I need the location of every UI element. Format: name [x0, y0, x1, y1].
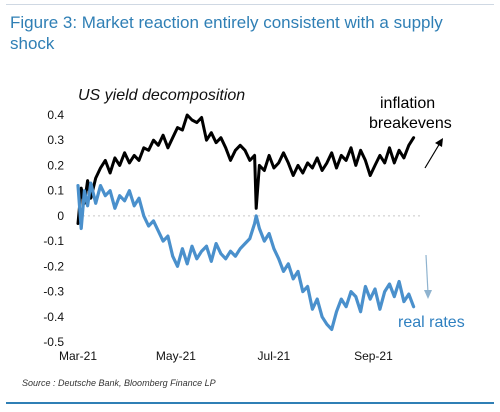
y-tick-label: 0.1 — [47, 184, 64, 198]
x-tick-label: Sep-21 — [354, 349, 393, 363]
y-tick-label: -0.4 — [43, 310, 64, 324]
x-axis: Mar-21 May-21 Jul-21 Sep-21 — [59, 349, 393, 363]
series-line-real-rates — [76, 181, 416, 331]
y-tick-label: -0.2 — [43, 259, 64, 273]
y-tick-label: -0.5 — [43, 335, 64, 349]
x-tick-label: Mar-21 — [59, 349, 97, 363]
series-lines — [76, 113, 416, 331]
y-axis: 0.4 0.3 0.2 0.1 0 -0.1 -0.2 -0.3 -0.4 -0.5 — [43, 108, 64, 349]
y-tick-label: -0.1 — [43, 234, 64, 248]
figure-title: Figure 3: Market reaction entirely consi… — [10, 13, 443, 53]
annotation-breakevens: breakevens — [369, 115, 452, 132]
annotation-inflation: inflation — [380, 95, 435, 112]
figure-frame — [6, 4, 494, 409]
arrow-down-icon — [424, 254, 432, 299]
x-tick-label: May-21 — [156, 349, 196, 363]
y-tick-label: 0.3 — [47, 133, 64, 147]
y-tick-label: 0 — [57, 209, 64, 223]
source-note: Source : Deutsche Bank, Bloomberg Financ… — [22, 378, 216, 388]
x-tick-label: Jul-21 — [258, 349, 291, 363]
y-tick-label: 0.4 — [47, 108, 64, 122]
y-tick-label: -0.3 — [43, 285, 64, 299]
arrow-up-icon — [424, 138, 443, 169]
series-line-breakevens — [76, 113, 416, 225]
annotation-real-rates: real rates — [398, 314, 465, 331]
y-tick-label: 0.2 — [47, 158, 64, 172]
chart-title: US yield decomposition — [78, 87, 246, 104]
bottom-rule — [6, 402, 494, 404]
